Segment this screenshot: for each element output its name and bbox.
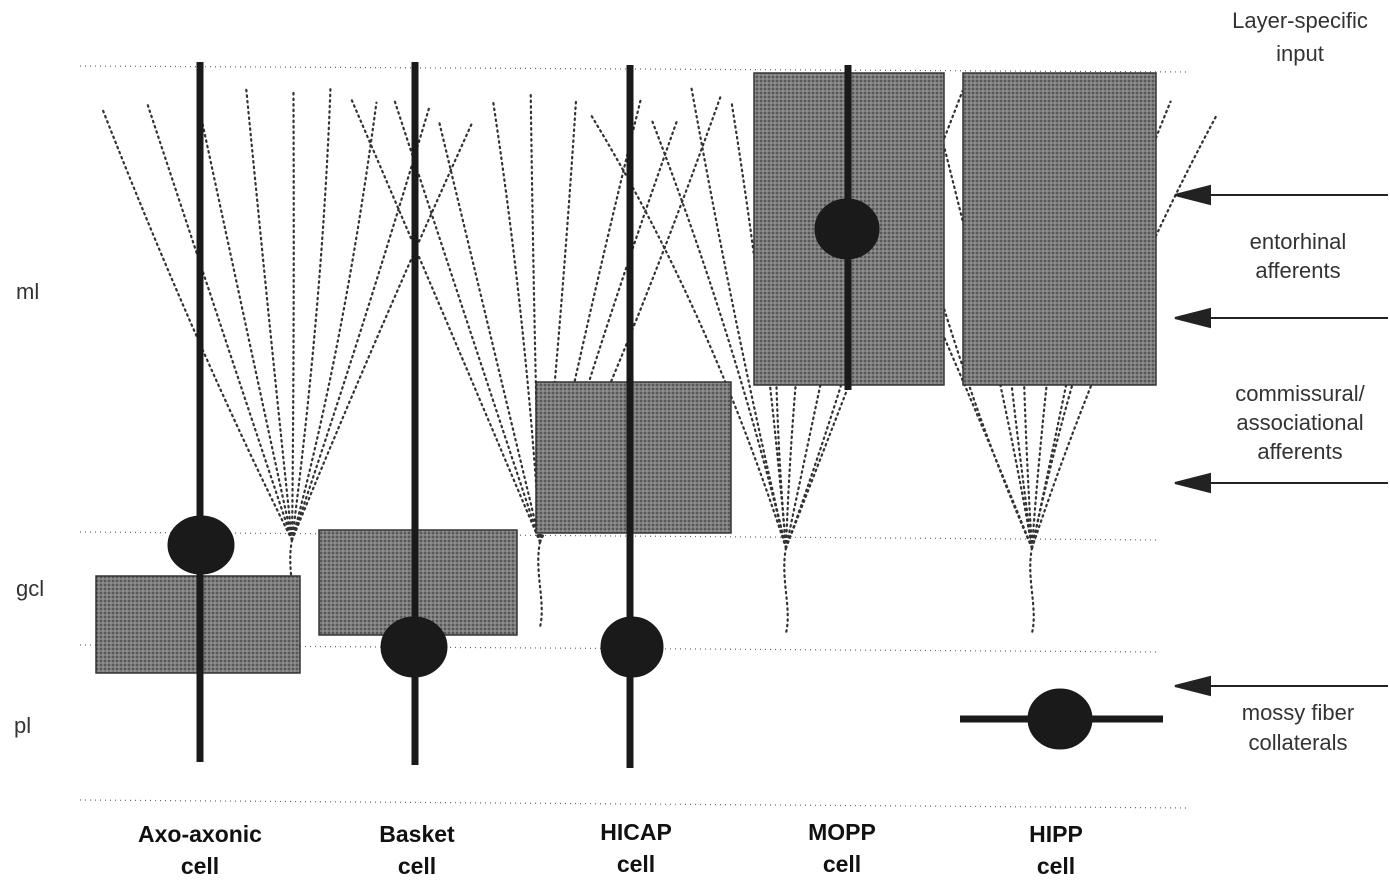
cell-label: MOPP	[808, 819, 876, 845]
cell-label: Axo-axonic	[138, 821, 262, 847]
layer-label: ml	[16, 279, 39, 304]
axon-tuft	[783, 546, 789, 635]
input-label: afferents	[1255, 258, 1340, 283]
cell-label: HICAP	[600, 819, 672, 845]
dendrite	[590, 114, 788, 550]
dendrite	[538, 96, 643, 544]
cells	[167, 62, 1163, 768]
cell-label: cell	[181, 853, 219, 879]
title-line: Layer-specific	[1232, 8, 1368, 33]
dendrite	[529, 92, 542, 544]
dendrite	[437, 119, 542, 544]
dendrite	[146, 104, 294, 542]
dendrite	[290, 90, 295, 542]
cell-label: HIPP	[1029, 821, 1083, 847]
dendrite	[491, 99, 542, 544]
dendrite	[245, 86, 294, 542]
dendrite	[196, 100, 294, 542]
cell-label: cell	[617, 851, 655, 877]
cell-label: Basket	[379, 821, 455, 847]
dendrite	[689, 84, 788, 550]
title-line: input	[1276, 41, 1324, 66]
dendrite	[290, 105, 431, 542]
cell-label: cell	[823, 851, 861, 877]
arrows	[1174, 184, 1388, 697]
layer-label: gcl	[16, 576, 44, 601]
input-label: entorhinal	[1250, 229, 1347, 254]
input-label: mossy fiber	[1242, 700, 1354, 725]
input-label: collaterals	[1248, 730, 1347, 755]
layer-label: pl	[14, 713, 31, 738]
dendrite	[650, 118, 788, 550]
input-label: associational	[1236, 410, 1363, 435]
dendrite	[100, 106, 294, 542]
dendrite	[290, 85, 332, 542]
dendrite	[290, 123, 473, 542]
dendrite	[290, 101, 378, 542]
cell-label: cell	[1037, 853, 1075, 879]
dendrite	[349, 97, 542, 544]
axon-tuft	[1029, 546, 1035, 635]
dendrite	[392, 97, 542, 544]
cell-label: cell	[398, 853, 436, 879]
input-label: afferents	[1257, 439, 1342, 464]
axon-tuft	[537, 540, 543, 629]
input-label: commissural/	[1235, 381, 1365, 406]
